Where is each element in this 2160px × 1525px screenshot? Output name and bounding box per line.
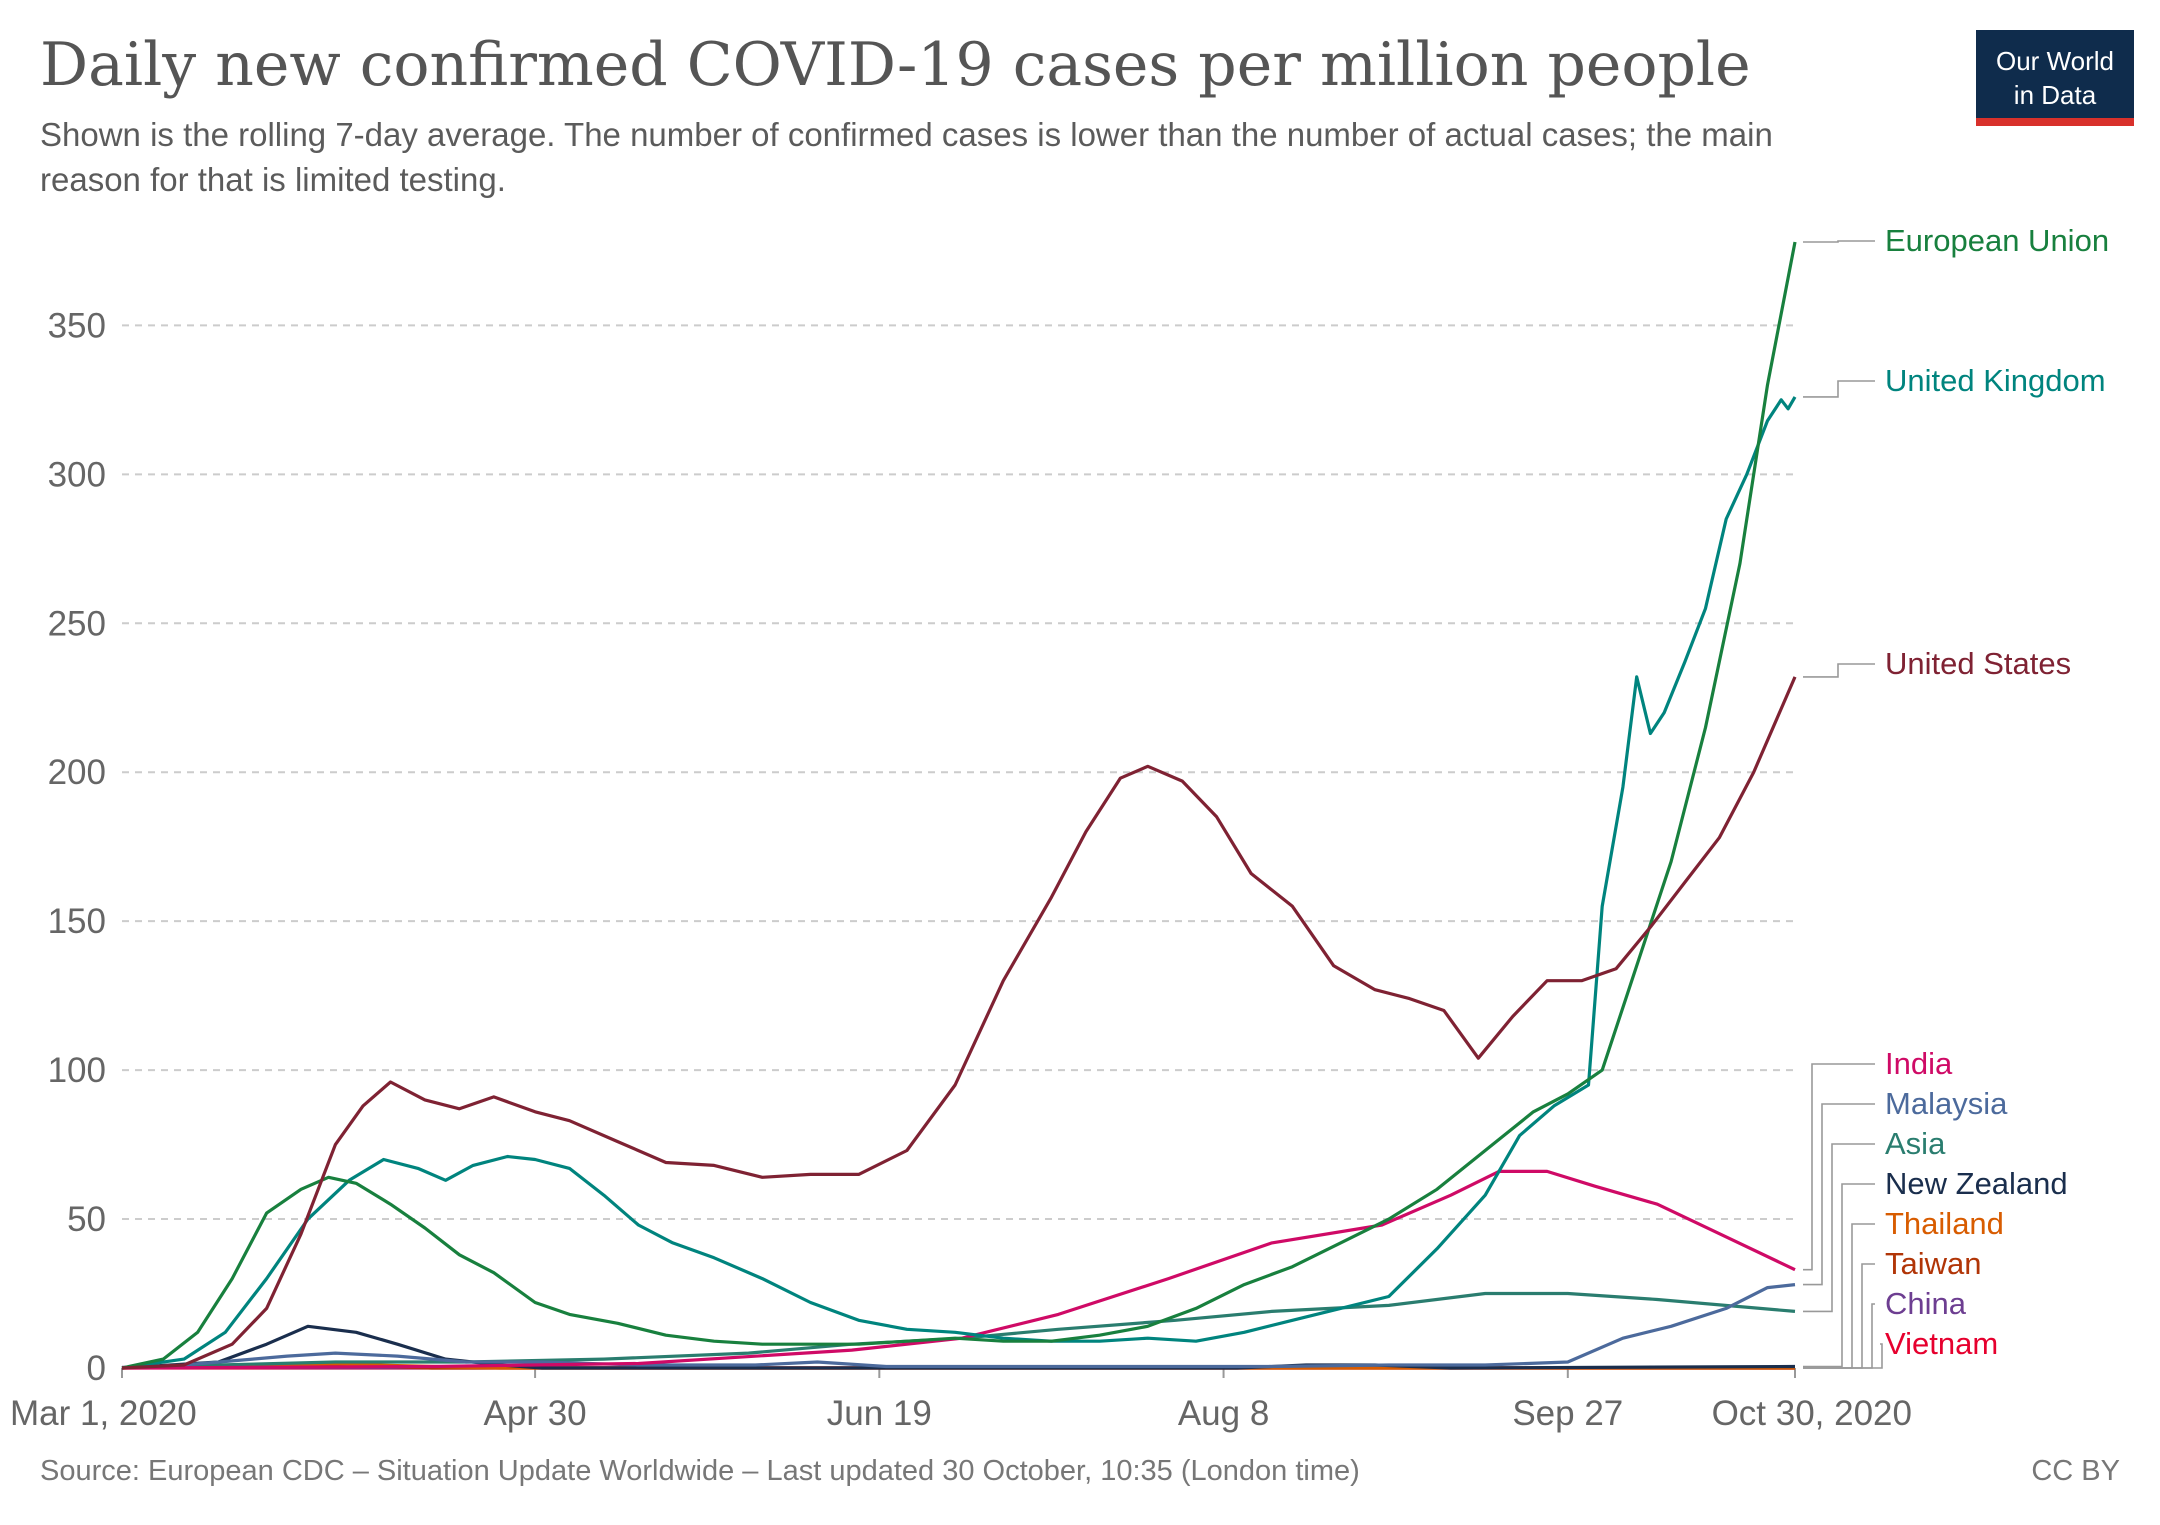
y-tick-label: 350 — [48, 306, 106, 345]
label-connector — [1803, 1343, 1883, 1369]
source-note[interactable]: Source: European CDC – Situation Update … — [40, 1455, 1360, 1487]
label-connector — [1803, 1183, 1875, 1368]
series-label-new-zealand[interactable]: New Zealand — [1885, 1166, 2068, 1201]
logo-line-1: Our World — [1996, 46, 2114, 76]
x-tick-label: Oct 30, 2020 — [1712, 1394, 1912, 1433]
series-label-united-kingdom[interactable]: United Kingdom — [1885, 363, 2106, 398]
series-line-united-kingdom[interactable] — [121, 396, 1797, 1370]
series-label-asia[interactable]: Asia — [1885, 1126, 1946, 1161]
x-tick-label: Apr 30 — [484, 1394, 587, 1433]
license-link[interactable]: CC BY — [2031, 1455, 2120, 1487]
y-tick-label: 200 — [48, 753, 106, 792]
label-connector — [1803, 1063, 1875, 1271]
series-line-malaysia[interactable] — [121, 1283, 1796, 1370]
label-connector — [1803, 1143, 1875, 1313]
series-label-india[interactable]: India — [1885, 1046, 1953, 1081]
y-tick-label: 150 — [48, 902, 106, 941]
label-connector — [1803, 380, 1875, 398]
y-tick-label: 250 — [48, 604, 106, 643]
label-connector — [1803, 1223, 1875, 1369]
x-tick-label: Aug 8 — [1178, 1394, 1269, 1433]
y-tick-label: 100 — [48, 1051, 106, 1090]
series-line-asia[interactable] — [121, 1291, 1796, 1370]
series-line-india[interactable] — [121, 1169, 1796, 1370]
x-tick-label: Mar 1, 2020 — [10, 1394, 197, 1433]
chart-title: Daily new confirmed COVID-19 cases per m… — [40, 30, 1751, 100]
label-connector — [1803, 1103, 1875, 1286]
series-lines — [121, 241, 1797, 1370]
label-connector — [1803, 663, 1875, 678]
chart-subtitle: Shown is the rolling 7-day average. The … — [40, 116, 1773, 198]
owid-logo[interactable]: Our World in Data — [1976, 30, 2134, 126]
logo-line-2: in Data — [2013, 80, 2097, 110]
y-tick-label: 300 — [48, 455, 106, 494]
series-label-thailand[interactable]: Thailand — [1885, 1206, 2004, 1241]
series-label-malaysia[interactable]: Malaysia — [1885, 1086, 2008, 1121]
series-label-vietnam[interactable]: Vietnam — [1885, 1326, 1998, 1361]
series-labels: United States European Union United Kingdo… — [1803, 223, 2109, 1369]
x-axis: Mar 1, 2020 Apr 30 Jun 19 Aug 8 Sep 27 Oct 30… — [10, 1367, 1912, 1433]
series-label-taiwan[interactable]: Taiwan — [1885, 1246, 1982, 1281]
label-connector — [1803, 1303, 1875, 1369]
y-tick-label: 50 — [67, 1200, 106, 1239]
series-label-china[interactable]: China — [1885, 1286, 1967, 1321]
label-connector — [1803, 1263, 1875, 1369]
y-axis: 0 50 100 150 200 250 300 350 — [48, 306, 106, 1388]
series-label-european-union[interactable]: European Union — [1885, 223, 2109, 258]
series-label-united-states[interactable]: United States — [1885, 646, 2071, 681]
series-line-european-union[interactable] — [121, 241, 1797, 1370]
y-tick-label: 0 — [87, 1349, 106, 1388]
x-tick-label: Jun 19 — [827, 1394, 932, 1433]
series-line-united-states[interactable] — [121, 676, 1797, 1370]
x-tick-label: Sep 27 — [1512, 1394, 1623, 1433]
label-connector — [1803, 240, 1875, 243]
grid-lines — [122, 324, 1795, 1221]
